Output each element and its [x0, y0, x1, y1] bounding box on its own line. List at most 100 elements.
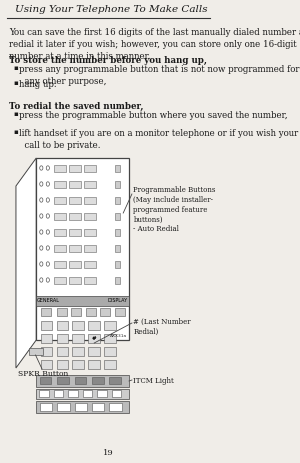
Bar: [69, 229, 81, 236]
Text: press the programmable button where you saved the number,: press the programmable button where you …: [19, 111, 287, 120]
Bar: [69, 164, 81, 171]
Text: You can save the first 16 digits of the last manually dialed number and
redial i: You can save the first 16 digits of the …: [9, 28, 300, 61]
Bar: [69, 244, 81, 251]
Bar: [36, 401, 129, 413]
Bar: [85, 308, 96, 316]
Bar: [56, 308, 67, 316]
Bar: [40, 360, 52, 369]
Bar: [110, 377, 121, 384]
Bar: [115, 244, 120, 251]
Text: hang up.: hang up.: [19, 80, 56, 89]
Bar: [84, 181, 96, 188]
Bar: [84, 276, 96, 283]
Text: #: #: [92, 336, 97, 341]
Bar: [100, 308, 110, 316]
Bar: [36, 296, 129, 306]
Bar: [69, 261, 81, 268]
Bar: [40, 403, 52, 411]
Bar: [84, 196, 96, 204]
Bar: [115, 308, 125, 316]
Bar: [73, 334, 84, 343]
Bar: [54, 276, 66, 283]
Bar: [82, 390, 92, 397]
Bar: [115, 164, 120, 171]
Text: press any programmable button that is not now programmed for
  any other purpose: press any programmable button that is no…: [19, 65, 299, 86]
Bar: [115, 181, 120, 188]
Bar: [73, 347, 84, 356]
Bar: [40, 321, 52, 330]
Text: Using Your Telephone To Make Calls: Using Your Telephone To Make Calls: [15, 5, 208, 14]
Bar: [54, 213, 66, 219]
Bar: [69, 276, 81, 283]
Bar: [115, 213, 120, 219]
Text: Programmable Buttons
(May include installer-
programmed feature
buttons)
- Auto : Programmable Buttons (May include instal…: [134, 186, 216, 233]
Bar: [75, 403, 87, 411]
Bar: [57, 377, 69, 384]
Bar: [75, 377, 86, 384]
Bar: [36, 158, 129, 340]
Bar: [115, 196, 120, 204]
Bar: [54, 390, 63, 397]
Bar: [40, 334, 52, 343]
Bar: [56, 347, 68, 356]
Bar: [88, 347, 100, 356]
Bar: [57, 403, 70, 411]
Bar: [36, 389, 129, 399]
Bar: [40, 347, 52, 356]
Bar: [84, 244, 96, 251]
Text: ▪: ▪: [13, 129, 18, 135]
Bar: [104, 334, 116, 343]
Bar: [104, 321, 116, 330]
Bar: [54, 196, 66, 204]
Bar: [39, 390, 49, 397]
Bar: [29, 348, 44, 355]
Bar: [88, 334, 100, 343]
Bar: [88, 360, 100, 369]
Bar: [69, 213, 81, 219]
Bar: [54, 244, 66, 251]
Text: GENERAL: GENERAL: [36, 299, 59, 304]
Bar: [115, 276, 120, 283]
Bar: [112, 390, 121, 397]
Bar: [40, 377, 52, 384]
Bar: [104, 347, 116, 356]
Bar: [84, 261, 96, 268]
Bar: [92, 403, 104, 411]
Bar: [56, 360, 68, 369]
Bar: [71, 308, 81, 316]
Text: AXX31a: AXX31a: [110, 334, 127, 338]
Bar: [54, 164, 66, 171]
Text: ITCM Light: ITCM Light: [134, 377, 174, 385]
Bar: [115, 229, 120, 236]
Bar: [56, 334, 68, 343]
Text: DISPLAY: DISPLAY: [107, 299, 128, 304]
Text: # (Last Number
Redial): # (Last Number Redial): [134, 318, 191, 336]
Bar: [54, 261, 66, 268]
Text: To store the number before you hang up,: To store the number before you hang up,: [9, 56, 207, 65]
Bar: [54, 181, 66, 188]
Bar: [110, 403, 122, 411]
Bar: [97, 390, 106, 397]
Bar: [69, 196, 81, 204]
Bar: [40, 308, 51, 316]
Text: ▪: ▪: [13, 65, 18, 71]
Text: SPKR Button: SPKR Button: [18, 370, 69, 378]
Bar: [36, 375, 129, 387]
Bar: [69, 181, 81, 188]
Bar: [104, 360, 116, 369]
Polygon shape: [16, 158, 36, 368]
Bar: [54, 229, 66, 236]
Bar: [84, 164, 96, 171]
Text: lift handset if you are on a monitor telephone or if you wish your
  call to be : lift handset if you are on a monitor tel…: [19, 129, 298, 150]
Text: ▪: ▪: [13, 80, 18, 86]
Bar: [92, 377, 104, 384]
Bar: [88, 321, 100, 330]
Bar: [84, 229, 96, 236]
Text: 19: 19: [103, 449, 114, 457]
Bar: [56, 321, 68, 330]
Text: To redial the saved number,: To redial the saved number,: [9, 102, 143, 111]
Bar: [84, 213, 96, 219]
Bar: [115, 261, 120, 268]
Bar: [73, 360, 84, 369]
Text: ▪: ▪: [13, 111, 18, 117]
